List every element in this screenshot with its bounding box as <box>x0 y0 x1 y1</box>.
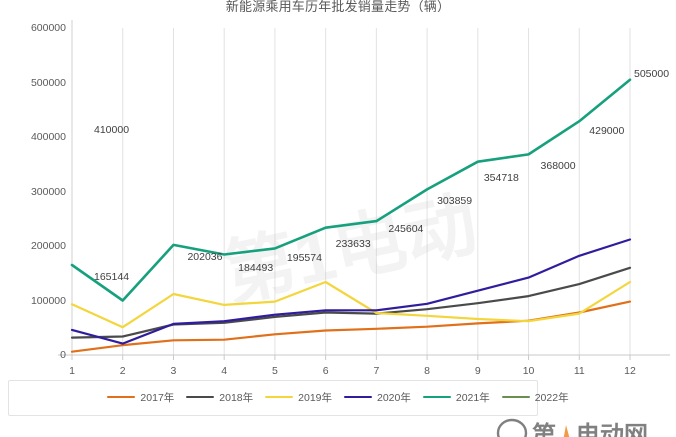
y-axis-tick-label: 500000 <box>30 76 66 89</box>
series-line-2020年 <box>70 238 632 345</box>
y-axis-tick-label: 300000 <box>30 185 66 198</box>
data-point-label: 184493 <box>238 262 274 275</box>
legend-item-label: 2022年 <box>534 391 569 404</box>
watermark-logo: 第 电动网 <box>490 403 670 437</box>
x-axis-tick-label: 2 <box>119 365 126 377</box>
legend-item-2020年[interactable]: 2020年 <box>344 390 411 405</box>
x-axis-tick-label: 6 <box>322 365 329 377</box>
legend-swatch-icon <box>344 395 372 399</box>
legend-swatch-icon <box>107 395 136 399</box>
data-point-label: 429000 <box>589 125 625 138</box>
x-axis-tick-label: 9 <box>474 365 481 377</box>
legend-border <box>8 380 538 416</box>
legend-swatch-icon <box>422 395 451 399</box>
legend-item-2018年[interactable]: 2018年 <box>186 390 253 405</box>
x-axis-tick-label: 5 <box>271 365 278 377</box>
legend-item-2017年[interactable]: 2017年 <box>107 390 174 405</box>
data-point-label: 233633 <box>335 237 371 250</box>
legend-item-label: 2021年 <box>455 391 490 404</box>
legend-item-2022年[interactable]: 2022年 <box>501 390 569 405</box>
y-axis-tick-label: 400000 <box>30 131 66 143</box>
data-point-label: 165144 <box>94 270 130 283</box>
legend-swatch-icon <box>501 395 530 399</box>
data-point-label: 202036 <box>187 250 223 263</box>
data-point-label: 410000 <box>94 123 130 136</box>
y-axis-tick-label: 200000 <box>30 240 66 252</box>
x-axis-tick-label: 8 <box>424 365 430 377</box>
x-axis-tick-label: 4 <box>221 365 228 377</box>
chart-title: 新能源乘用车历年批发销量走势（辆） <box>225 0 451 12</box>
chart-legend: 2017年 2018年 2019年 2020年 2021年 2022年 <box>57 386 619 408</box>
y-axis-tick-label: 0 <box>60 349 66 361</box>
data-point-label: 354718 <box>483 171 519 184</box>
gridlines <box>58 20 670 360</box>
data-point-label: 368000 <box>540 160 576 173</box>
legend-item-label: 2018年 <box>219 391 254 404</box>
svg-text:电动网: 电动网 <box>576 422 648 437</box>
x-axis-tick-label: 1 <box>69 365 75 377</box>
x-axis-tick-label: 11 <box>573 365 585 377</box>
legend-item-label: 2017年 <box>140 391 175 404</box>
x-axis-tick-label: 10 <box>522 365 535 377</box>
svg-text:第: 第 <box>532 421 556 437</box>
legend-item-label: 2019年 <box>298 391 332 404</box>
data-point-label: 195574 <box>286 252 322 265</box>
data-point-label: 303859 <box>437 195 473 208</box>
series-line-2019年 <box>70 280 632 329</box>
series-lines <box>70 78 632 353</box>
legend-item-2019年[interactable]: 2019年 <box>265 390 332 405</box>
legend-item-2021年[interactable]: 2021年 <box>422 390 490 405</box>
y-axis-tick-label: 600000 <box>30 22 66 34</box>
data-point-label: 505000 <box>634 67 670 80</box>
legend-item-label: 2020年 <box>377 391 411 404</box>
y-axis-tick-label: 100000 <box>30 294 66 307</box>
x-axis-tick-label: 3 <box>170 365 177 377</box>
x-axis-tick-label: 12 <box>624 365 636 377</box>
legend-swatch-icon <box>265 395 294 399</box>
legend-swatch-icon <box>186 395 215 399</box>
series-line-2017年 <box>70 300 632 353</box>
data-point-label: 245604 <box>388 223 424 236</box>
x-axis-tick-label: 7 <box>373 365 380 377</box>
series-line-2021年 <box>70 78 632 302</box>
